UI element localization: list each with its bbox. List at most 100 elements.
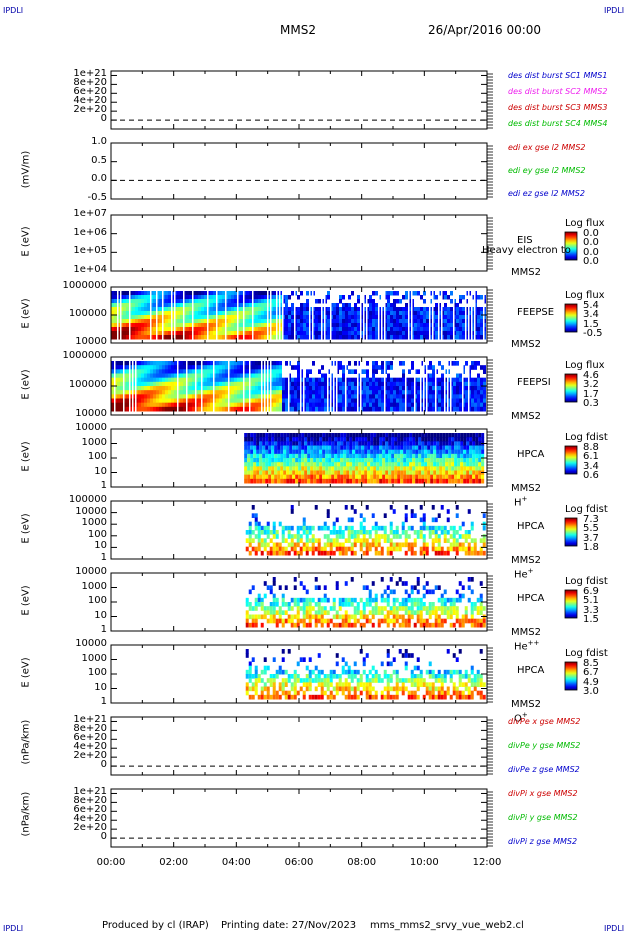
heatmap-cell — [390, 319, 393, 324]
heatmap-cell — [417, 386, 420, 391]
data-gap — [423, 357, 425, 415]
heatmap-cell — [111, 381, 114, 387]
heatmap-cell — [240, 365, 243, 370]
heatmap-cell — [247, 433, 251, 438]
heatmap-cell — [237, 394, 240, 399]
heatmap-cell — [396, 386, 399, 391]
heatmap-cell — [269, 538, 273, 543]
heatmap-cell — [457, 437, 461, 442]
heatmap-cell — [258, 369, 261, 374]
heatmap-cell — [297, 390, 300, 395]
heatmap-cell — [385, 449, 389, 455]
heatmap-cell — [413, 550, 417, 556]
heatmap-cell — [473, 618, 477, 624]
heatmap-cell — [418, 433, 422, 438]
heatmap-cell — [396, 323, 399, 328]
heatmap-cell — [307, 458, 311, 463]
heatmap-cell — [461, 585, 465, 590]
heatmap-cell — [344, 538, 348, 543]
heatmap-cell — [459, 386, 462, 391]
heatmap-cell — [183, 365, 186, 370]
heatmap-cell — [469, 478, 473, 484]
heatmap-cell — [403, 441, 407, 446]
heatmap-cell — [404, 589, 408, 595]
heatmap-cell — [168, 365, 171, 370]
heatmap-cell — [401, 521, 405, 527]
heatmap-cell — [306, 381, 309, 387]
heatmap-cell — [332, 530, 336, 535]
heatmap-cell — [256, 474, 260, 480]
heatmap-cell — [388, 437, 392, 442]
panel-frame — [110, 142, 488, 200]
spectrogram-panel-4 — [111, 287, 486, 343]
heatmap-cell — [463, 474, 467, 480]
heatmap-cell — [464, 618, 468, 624]
heatmap-cell — [373, 453, 377, 459]
heatmap-cell — [321, 398, 324, 404]
heatmap-cell — [261, 327, 264, 332]
heatmap-cell — [412, 462, 416, 467]
heatmap-cell — [123, 295, 126, 300]
heatmap-cell — [373, 437, 377, 442]
heatmap-cell — [454, 449, 458, 455]
heatmap-cell — [165, 295, 168, 300]
heatmap-cell — [147, 331, 150, 336]
heatmap-cell — [405, 335, 408, 340]
heatmap-cell — [283, 458, 287, 463]
heatmap-cell — [141, 386, 144, 391]
heatmap-cell — [265, 462, 269, 467]
heatmap-cell — [266, 534, 270, 539]
heatmap-cell — [392, 618, 396, 624]
heatmap-cell — [273, 402, 276, 408]
heatmap-cell — [240, 315, 243, 320]
heatmap-cell — [337, 470, 341, 476]
heatmap-cell — [375, 402, 378, 408]
heatmap-cell — [283, 462, 287, 467]
heatmap-cell — [353, 542, 357, 548]
heatmap-cell — [141, 327, 144, 332]
heatmap-cell — [387, 323, 390, 328]
heatmap-cell — [240, 386, 243, 391]
heatmap-cell — [276, 369, 279, 374]
heatmap-cell — [213, 319, 216, 324]
heatmap-cell — [183, 381, 186, 387]
heatmap-cell — [321, 402, 324, 408]
heatmap-cell — [413, 585, 417, 590]
heatmap-cell — [255, 373, 258, 379]
heatmap-cell — [261, 307, 264, 312]
heatmap-cell — [165, 307, 168, 312]
heatmap-cell — [447, 323, 450, 328]
heatmap-cell — [321, 406, 324, 412]
heatmap-cell — [252, 386, 255, 391]
heatmap-cell — [431, 505, 435, 510]
heatmap-cell — [472, 470, 476, 476]
heatmap-cell — [296, 622, 300, 628]
heatmap-cell — [466, 453, 470, 459]
heatmap-cell — [253, 449, 257, 455]
heatmap-cell — [210, 299, 213, 304]
heatmap-cell — [473, 546, 477, 552]
heatmap-cell — [269, 602, 273, 607]
data-gap — [444, 357, 446, 415]
heatmap-cell — [153, 295, 156, 300]
heatmap-cell — [300, 291, 303, 296]
heatmap-cell — [263, 542, 267, 548]
colorbar — [564, 231, 578, 261]
heatmap-cell — [380, 593, 384, 599]
heatmap-cell — [255, 365, 258, 370]
heatmap-cell — [228, 319, 231, 324]
heatmap-cell — [277, 462, 281, 467]
heatmap-cell — [477, 377, 480, 383]
heatmap-cell — [417, 381, 420, 387]
heatmap-cell — [210, 335, 213, 340]
heatmap-cell — [436, 466, 440, 471]
heatmap-cell — [376, 478, 380, 484]
heatmap-cell — [259, 466, 263, 471]
heatmap-cell — [367, 453, 371, 459]
heatmap-cell — [440, 610, 444, 615]
heatmap-cell — [461, 546, 465, 552]
heatmap-cell — [309, 406, 312, 412]
heatmap-cell — [260, 597, 264, 603]
heatmap-cell — [306, 323, 309, 328]
heatmap-cell — [189, 299, 192, 304]
